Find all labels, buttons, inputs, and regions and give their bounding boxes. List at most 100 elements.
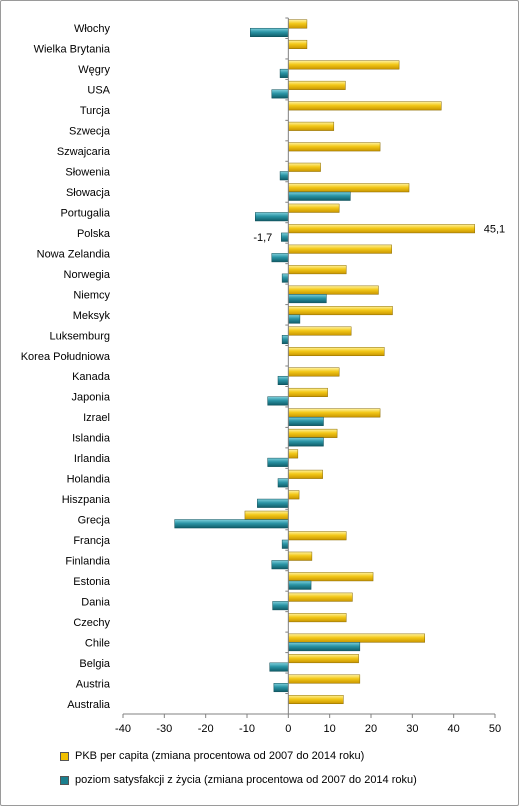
category-label-portugalia: Portugalia <box>60 207 110 219</box>
legend-swatch-satysfakcja <box>60 775 69 785</box>
category-label-korea-poludniowa: Korea Południowa <box>21 351 111 363</box>
category-label-holandia: Holandia <box>67 474 111 486</box>
category-label-kanada: Kanada <box>72 371 111 383</box>
bar-pkb-luksemburg <box>288 326 352 336</box>
bar-pkb-belgia <box>288 654 359 664</box>
bar-pkb-turcja <box>288 101 442 111</box>
bar-pkb-niemcy <box>288 285 379 295</box>
category-label-nowa-zelandia: Nowa Zelandia <box>37 248 111 260</box>
category-label-francja: Francja <box>73 535 111 547</box>
bar-pkb-francja <box>288 531 347 541</box>
bar-satysfakcja-luksemburg <box>281 335 289 345</box>
bar-satysfakcja-usa <box>271 89 289 99</box>
bar-pkb-szwecja <box>288 121 335 131</box>
category-label-wlochy: Włochy <box>74 23 111 35</box>
bar-satysfakcja-wegry <box>279 68 289 78</box>
bar-pkb-holandia <box>288 469 323 479</box>
category-label-luksemburg: Luksemburg <box>49 330 110 342</box>
bar-satysfakcja-irlandia <box>267 457 289 467</box>
bar-pkb-wlochy <box>288 19 308 29</box>
bar-satysfakcja-slowacja <box>288 191 351 201</box>
category-label-austria: Austria <box>76 678 111 690</box>
bar-pkb-meksyk <box>288 306 393 316</box>
bar-satysfakcja-portugalia <box>255 212 289 222</box>
axes-layer: -40 -30 -20 -10 0 10 20 30 40 50 <box>115 17 501 735</box>
bar-pkb-slowenia <box>288 162 321 172</box>
bar-pkb-japonia <box>288 387 328 397</box>
category-label-dania: Dania <box>81 596 111 608</box>
bar-pkb-kanada <box>288 367 340 377</box>
category-label-turcja: Turcja <box>80 105 111 117</box>
category-label-japonia: Japonia <box>71 392 110 404</box>
bar-satysfakcja-meksyk <box>288 314 301 324</box>
legend-item-satysfakcja: poziom satysfakcji z życia (zmiana proce… <box>60 774 417 786</box>
category-label-wegry: Węgry <box>78 64 110 76</box>
labels-layer: Włochy Wielka Brytania Węgry USA Turcja Szwec… <box>21 23 505 711</box>
legend-label-pkb: PKB per capita (zmiana procentowa od 200… <box>75 750 365 762</box>
x-tick-label: 0 <box>285 723 291 735</box>
legend-item-pkb: PKB per capita (zmiana procentowa od 200… <box>60 750 364 762</box>
bar-satysfakcja-hiszpania <box>257 498 289 508</box>
category-label-slowenia: Słowenia <box>65 167 111 179</box>
bar-satysfakcja-japonia <box>267 396 289 406</box>
category-label-finlandia: Finlandia <box>65 555 111 567</box>
x-tick-label: -40 <box>115 723 131 735</box>
bar-pkb-usa <box>288 80 346 90</box>
category-label-australia: Australia <box>67 699 111 711</box>
bar-pkb-finlandia <box>288 551 313 561</box>
bar-satysfakcja-izrael <box>288 416 324 426</box>
x-tick-label: -30 <box>156 723 172 735</box>
bar-pkb-czechy <box>288 613 347 623</box>
bar-satysfakcja-finlandia <box>271 560 289 570</box>
category-label-islandia: Islandia <box>72 433 111 445</box>
category-label-usa: USA <box>87 85 110 97</box>
bar-satysfakcja-chile <box>288 642 361 652</box>
bar-pkb-norwegia <box>288 265 347 275</box>
bar-satysfakcja-slowenia <box>279 171 289 181</box>
bar-satysfakcja-estonia <box>288 580 312 590</box>
bar-satysfakcja-dania <box>272 601 289 611</box>
data-label-polska-pkb: 45,1 <box>484 224 505 236</box>
category-label-slowacja: Słowacja <box>66 187 111 199</box>
bar-pkb-grecja <box>244 510 289 520</box>
category-label-niemcy: Niemcy <box>73 289 110 301</box>
category-label-polska: Polska <box>77 228 111 240</box>
bar-satysfakcja-niemcy <box>288 294 327 304</box>
bar-pkb-korea-poludniowa <box>288 347 385 357</box>
legend-label-satysfakcja: poziom satysfakcji z życia (zmiana proce… <box>75 774 417 786</box>
bar-pkb-chile <box>288 633 425 643</box>
category-label-belgia: Belgia <box>79 658 110 670</box>
x-tick-label: 10 <box>324 723 336 735</box>
bar-pkb-estonia <box>288 572 374 582</box>
category-label-chile: Chile <box>85 637 110 649</box>
bar-pkb-dania <box>288 592 353 602</box>
bar-pkb-wielka-brytania <box>288 39 308 49</box>
bar-pkb-nowa-zelandia <box>288 244 392 254</box>
bar-satysfakcja-kanada <box>277 375 289 385</box>
bar-pkb-austria <box>288 674 361 684</box>
bar-pkb-polska <box>288 224 475 234</box>
category-label-wielka-brytania: Wielka Brytania <box>34 44 111 56</box>
bar-satysfakcja-polska <box>281 232 289 242</box>
bars-layer <box>174 19 475 705</box>
data-label-polska-satysfakcja: -1,7 <box>253 232 272 244</box>
category-label-estonia: Estonia <box>73 576 111 588</box>
x-tick-label: 40 <box>448 723 460 735</box>
bar-pkb-islandia <box>288 428 338 438</box>
x-tick-label: 20 <box>365 723 377 735</box>
bar-satysfakcja-holandia <box>277 478 289 488</box>
category-label-izrael: Izrael <box>83 412 110 424</box>
category-label-czechy: Czechy <box>73 617 110 629</box>
category-label-irlandia: Irlandia <box>74 453 111 465</box>
bar-pkb-irlandia <box>288 449 299 459</box>
bar-pkb-szwajcaria <box>288 142 381 152</box>
bar-pkb-slowacja <box>288 183 410 193</box>
bar-satysfakcja-francja <box>281 539 289 549</box>
bar-satysfakcja-norwegia <box>281 273 289 283</box>
bar-pkb-wegry <box>288 60 400 70</box>
x-tick-label: 50 <box>489 723 501 735</box>
x-tick-label: -10 <box>239 723 255 735</box>
bar-satysfakcja-nowa-zelandia <box>271 253 289 263</box>
x-tick-label: 30 <box>406 723 418 735</box>
